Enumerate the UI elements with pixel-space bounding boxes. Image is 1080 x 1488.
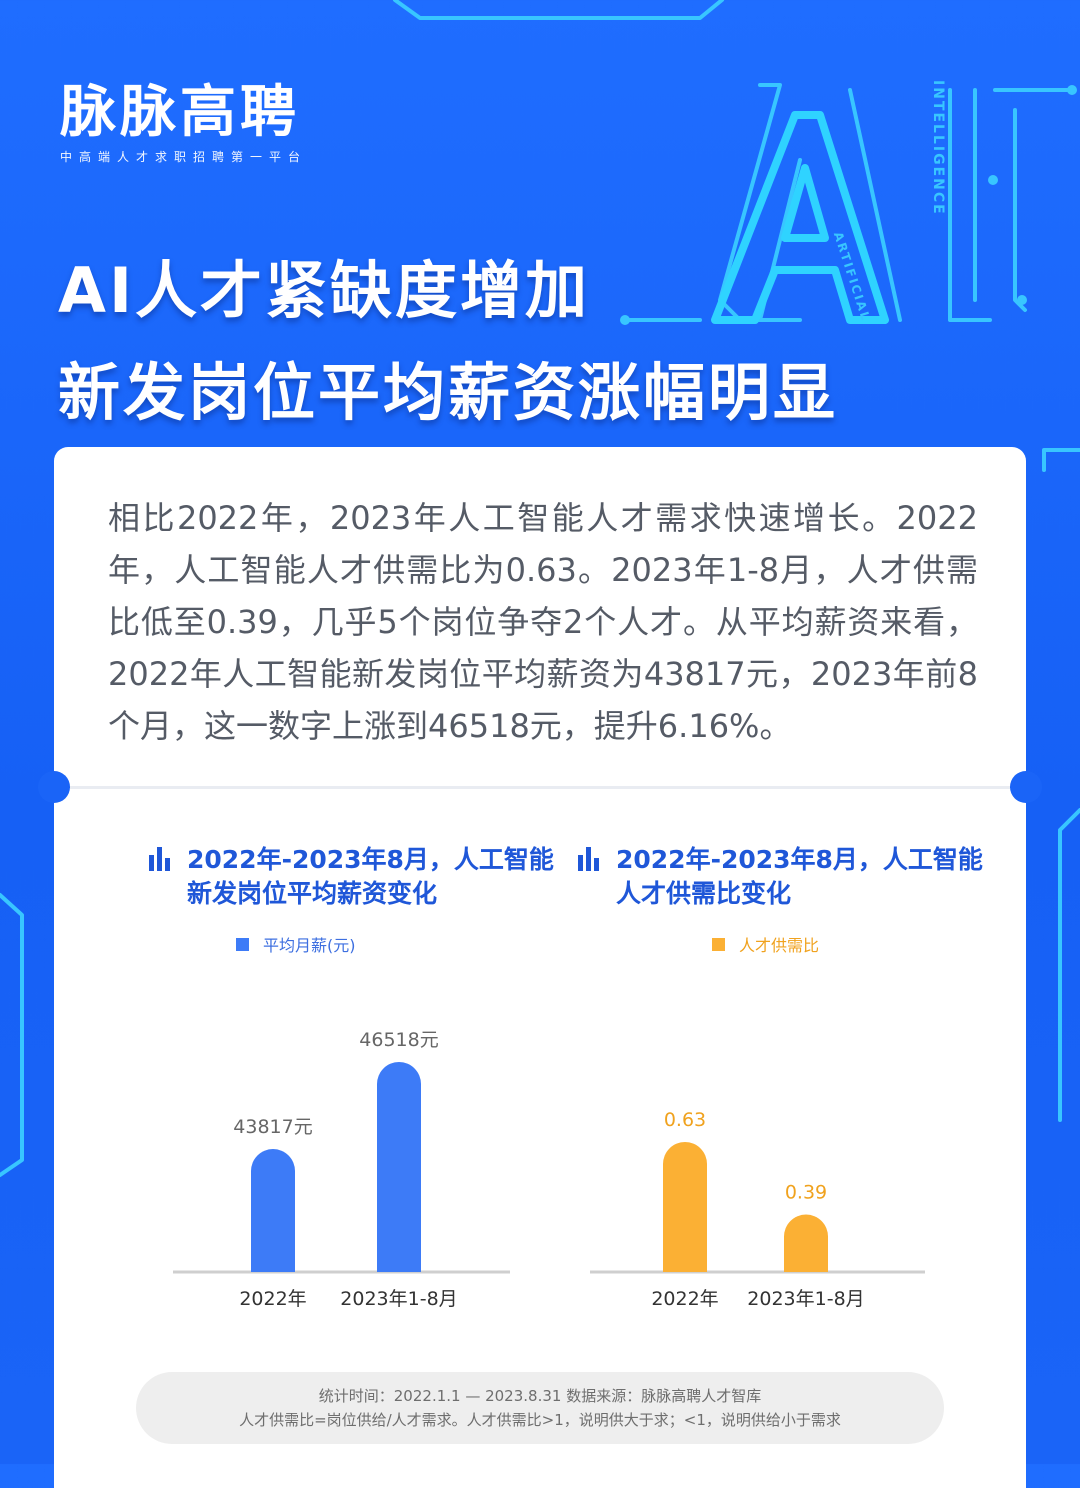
ratio-legend-label: 人才供需比 xyxy=(739,936,820,955)
card-separator xyxy=(70,786,1010,789)
salary-chart-title-line1: 2022年-2023年8月，人工智能 xyxy=(187,845,554,874)
tick-label-0-1: 2023年1-8月 xyxy=(340,1288,457,1310)
brand-tagline: 中高端人才求职招聘第一平台 xyxy=(60,150,308,164)
data-label-1-1: 0.39 xyxy=(785,1182,827,1204)
bar-chart-icon xyxy=(149,847,170,871)
salary-chart-title-line2: 新发岗位平均薪资变化 xyxy=(187,879,438,908)
data-label-1-0: 0.63 xyxy=(664,1109,706,1131)
legend-swatch xyxy=(236,937,249,951)
ratio-chart-title-line2: 人才供需比变化 xyxy=(616,879,792,908)
salary-chart-legend: 平均月薪(元) xyxy=(236,932,356,956)
bar-1-1 xyxy=(784,1214,828,1272)
footnote-line-1: 统计时间：2022.1.1 — 2023.8.31 数据来源：脉脉高聘人才智库 xyxy=(318,1387,762,1405)
brand-name: 脉脉高聘 xyxy=(60,80,300,145)
bar-0-0 xyxy=(251,1149,295,1272)
brand-logo: 脉脉高聘 中高端人才求职招聘第一平台 xyxy=(60,80,307,165)
charts-card xyxy=(54,788,1026,1488)
ratio-chart-title: 2022年-2023年8月，人工智能 人才供需比变化 xyxy=(578,843,983,911)
data-label-0-0: 43817元 xyxy=(233,1116,312,1138)
salary-legend-label: 平均月薪(元) xyxy=(263,936,356,955)
summary-card xyxy=(54,447,1026,787)
bar-0-1 xyxy=(377,1062,421,1272)
bar-1-0 xyxy=(663,1142,707,1272)
salary-chart-title: 2022年-2023年8月，人工智能 新发岗位平均薪资变化 xyxy=(149,843,554,911)
intelligence-decor-text: INTELLIGENCE xyxy=(930,80,946,216)
footnote: 统计时间：2022.1.1 — 2023.8.31 数据来源：脉脉高聘人才智库 … xyxy=(136,1372,944,1444)
data-label-0-1: 46518元 xyxy=(359,1029,438,1051)
tick-label-0-0: 2022年 xyxy=(239,1288,306,1310)
card-notch-left xyxy=(38,771,70,803)
ratio-chart-title-line1: 2022年-2023年8月，人工智能 xyxy=(616,845,983,874)
tick-label-1-1: 2023年1-8月 xyxy=(747,1288,864,1310)
tick-label-1-0: 2022年 xyxy=(651,1288,718,1310)
headline-line-1: AI人才紧缺度增加 xyxy=(58,254,591,327)
headline-line-2: 新发岗位平均薪资涨幅明显 xyxy=(58,356,839,429)
footnote-line-2: 人才供需比=岗位供给/人才需求。人才供需比>1，说明供大于求；<1，说明供给小于… xyxy=(239,1411,841,1429)
legend-swatch xyxy=(712,937,725,951)
bar-chart-icon xyxy=(578,847,599,871)
ratio-chart-legend: 人才供需比 xyxy=(712,932,819,956)
summary-text: 相比2022年，2023年人工智能人才需求快速增长。2022年，人工智能人才供需… xyxy=(108,499,978,745)
card-notch-right xyxy=(1010,771,1042,803)
